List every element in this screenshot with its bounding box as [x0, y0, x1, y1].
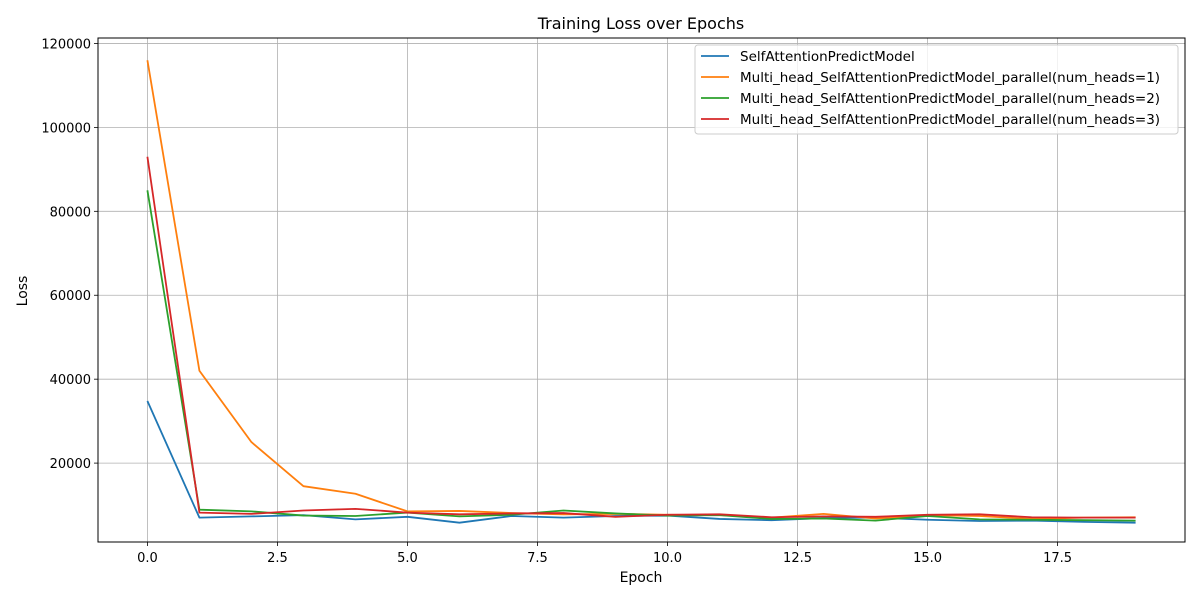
x-tick-label: 0.0	[137, 551, 158, 566]
x-tick-label: 5.0	[397, 551, 418, 566]
legend-entry-label: Multi_head_SelfAttentionPredictModel_par…	[740, 91, 1160, 107]
x-tick-label: 2.5	[267, 551, 288, 566]
legend: SelfAttentionPredictModel Multi_head_Self…	[694, 44, 1179, 135]
legend-box	[694, 44, 1179, 135]
x-tick-label: 15.0	[913, 551, 942, 566]
legend-entry-label: Multi_head_SelfAttentionPredictModel_par…	[740, 112, 1160, 128]
plot-frame	[97, 37, 1186, 543]
x-tick-label: 7.5	[527, 551, 548, 566]
y-tick-label: 120000	[41, 37, 91, 52]
x-tick-label: 12.5	[783, 551, 812, 566]
x-axis: 0.0 2.5 5.0 7.5 10.0 12.5 15.0 17.5	[137, 542, 1072, 566]
y-tick-label: 60000	[50, 289, 91, 304]
chart-title: Training Loss over Epochs	[537, 14, 745, 33]
y-tick-label: 80000	[50, 205, 91, 220]
y-tick-label: 40000	[50, 373, 91, 388]
series-line-4	[146, 156, 1136, 519]
legend-entry-label: Multi_head_SelfAttentionPredictModel_par…	[740, 70, 1160, 86]
y-axis: 20000 40000 60000 80000 100000 120000	[41, 37, 98, 472]
x-axis-label: Epoch	[620, 570, 663, 586]
x-tick-label: 17.5	[1043, 551, 1072, 566]
legend-entry-label: SelfAttentionPredictModel	[740, 49, 915, 65]
y-tick-label: 100000	[41, 121, 91, 136]
y-axis-label: Loss	[15, 276, 31, 307]
series-line-3	[146, 190, 1136, 522]
series-line-1	[146, 400, 1136, 524]
series-layer	[146, 60, 1136, 524]
y-tick-label: 20000	[50, 457, 91, 472]
x-tick-label: 10.0	[653, 551, 682, 566]
